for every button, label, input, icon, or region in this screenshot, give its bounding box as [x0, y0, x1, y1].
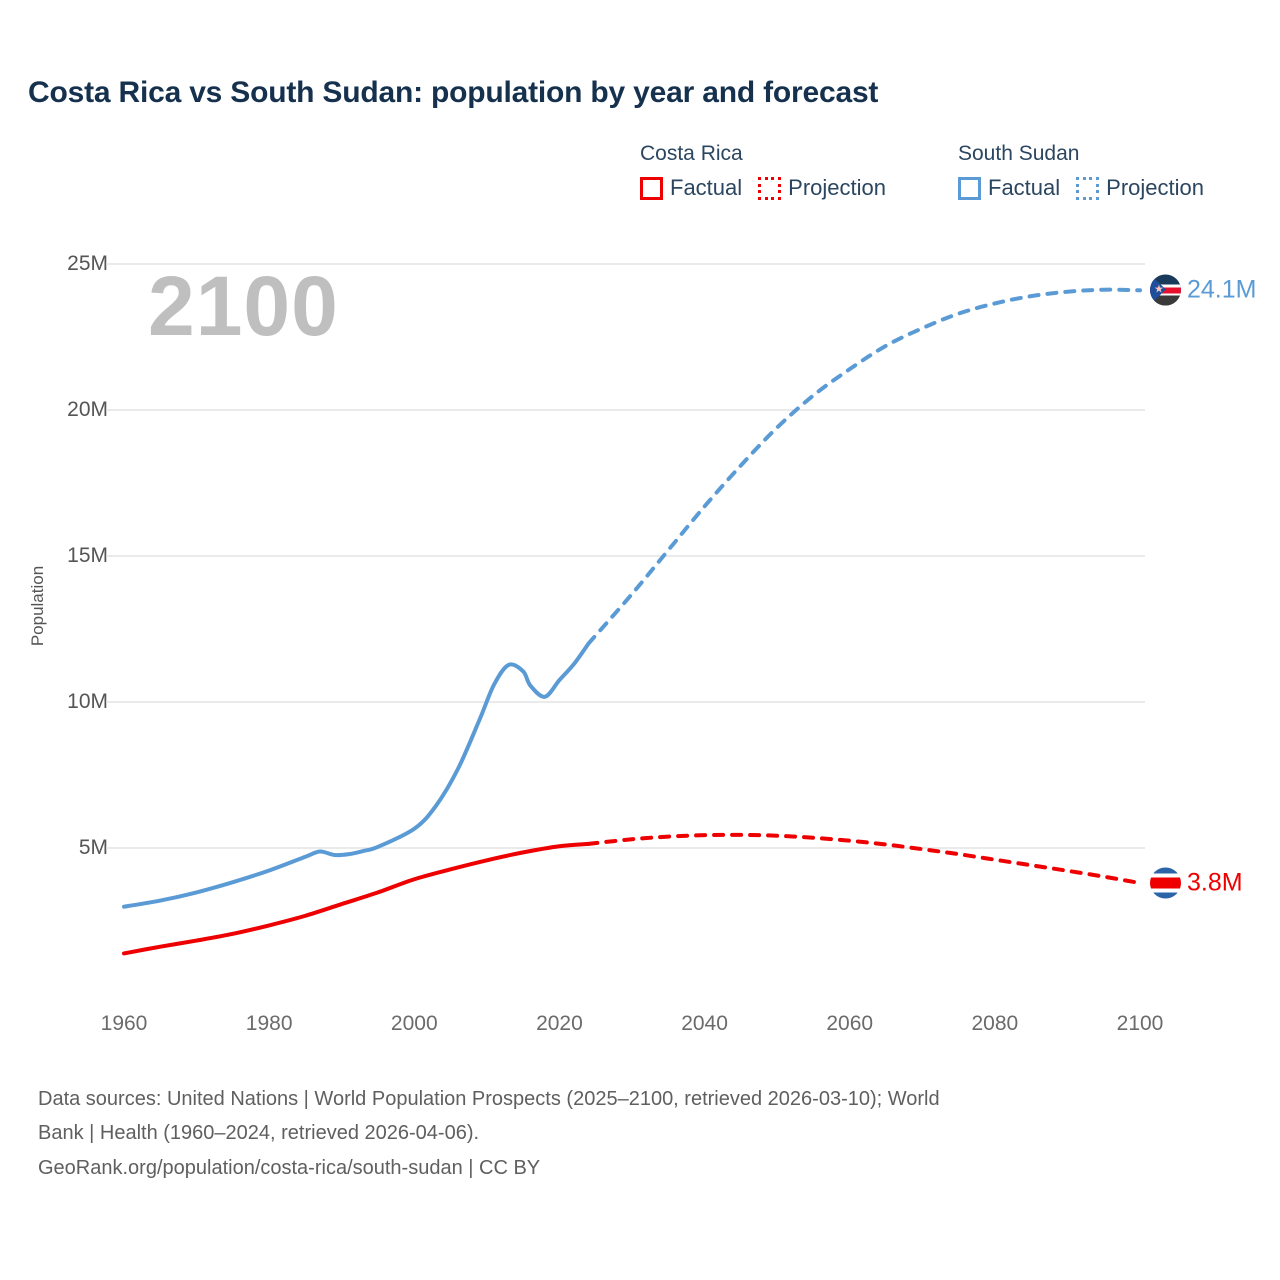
- page-title: Costa Rica vs South Sudan: population by…: [28, 76, 879, 109]
- y-axis-tick-label: 10M: [67, 690, 108, 713]
- legend-group-title-south-sudan: South Sudan: [958, 142, 1080, 165]
- legend-group-costa-rica: Costa Rica Factual Projection: [640, 142, 886, 201]
- legend-item-costa-rica-projection[interactable]: Projection: [758, 175, 886, 201]
- legend-item-south-sudan-factual[interactable]: Factual: [958, 175, 1060, 201]
- series-line-costa-rica-factual: [122, 841, 591, 956]
- legend-swatch-solid-icon: [958, 176, 981, 200]
- chart-footer: Data sources: United Nations | World Pop…: [38, 1082, 1253, 1185]
- x-axis-tick-label: 2040: [681, 1012, 728, 1035]
- x-axis-tick-label: 1960: [100, 1012, 148, 1035]
- legend-label-costa-rica-projection: Projection: [788, 175, 886, 200]
- footer-sources-line-1: Data sources: United Nations | World Pop…: [38, 1088, 940, 1110]
- legend-group-title-costa-rica: Costa Rica: [640, 142, 743, 165]
- south-sudan-flag-icon: ★: [1150, 274, 1181, 306]
- chart-legend: Costa Rica Factual Projection South Suda…: [640, 142, 1260, 222]
- legend-swatch-dotted-icon: [1076, 176, 1100, 200]
- legend-items-costa-rica: Factual Projection: [640, 175, 886, 201]
- watermark-year: 2100: [148, 259, 339, 353]
- chart-plot-area: 2100 Population 5M 10M 15M 20M 25M 1960 1980 2…: [0, 0, 1257, 1060]
- y-axis-tick-label: 15M: [67, 544, 108, 567]
- y-axis-ticks: 5M 10M 15M 20M 25M: [0, 0, 108, 1060]
- x-axis-tick-label: 2100: [1116, 1012, 1164, 1035]
- costa-rica-flag-icon: [1150, 867, 1181, 899]
- y-axis-tick-label: 5M: [78, 836, 108, 859]
- footer-sources-line-2: Bank | Health (1960–2024, retrieved 2026…: [38, 1122, 480, 1145]
- legend-items-south-sudan: Factual Projection: [958, 175, 1204, 201]
- x-axis-tick-label: 2020: [536, 1012, 583, 1035]
- y-axis-tick-label: 20M: [67, 398, 108, 421]
- legend-label-costa-rica-factual: Factual: [670, 175, 743, 200]
- footer-attribution: GeoRank.org/population/costa-rica/south-…: [38, 1156, 541, 1179]
- x-axis-tick-label: 2080: [971, 1012, 1019, 1035]
- legend-group-south-sudan: South Sudan Factual Projection: [958, 142, 1204, 201]
- endpoint-costa-rica: 3.8M: [1150, 867, 1243, 899]
- series-line-costa-rica-projection: [586, 832, 1142, 886]
- series-line-south-sudan-factual: [122, 641, 591, 909]
- endpoint-value-south-sudan: 24.1M: [1187, 275, 1257, 304]
- y-axis-tick-label: 25M: [67, 252, 108, 275]
- x-axis-tick-label: 2060: [826, 1012, 874, 1035]
- legend-label-south-sudan-factual: Factual: [988, 175, 1061, 200]
- legend-label-south-sudan-projection: Projection: [1106, 175, 1204, 200]
- series-line-south-sudan-projection: [586, 287, 1142, 646]
- endpoint-value-costa-rica: 3.8M: [1187, 868, 1243, 897]
- chart-canvas: [106, 263, 1145, 956]
- legend-item-south-sudan-projection[interactable]: Projection: [1076, 175, 1204, 201]
- legend-item-costa-rica-factual[interactable]: Factual: [640, 175, 742, 201]
- x-axis-tick-label: 2000: [390, 1012, 438, 1035]
- x-axis-tick-label: 1980: [245, 1012, 293, 1035]
- legend-swatch-solid-icon: [640, 176, 663, 200]
- endpoint-south-sudan: ★ 24.1M: [1150, 274, 1257, 306]
- legend-swatch-dotted-icon: [758, 176, 782, 200]
